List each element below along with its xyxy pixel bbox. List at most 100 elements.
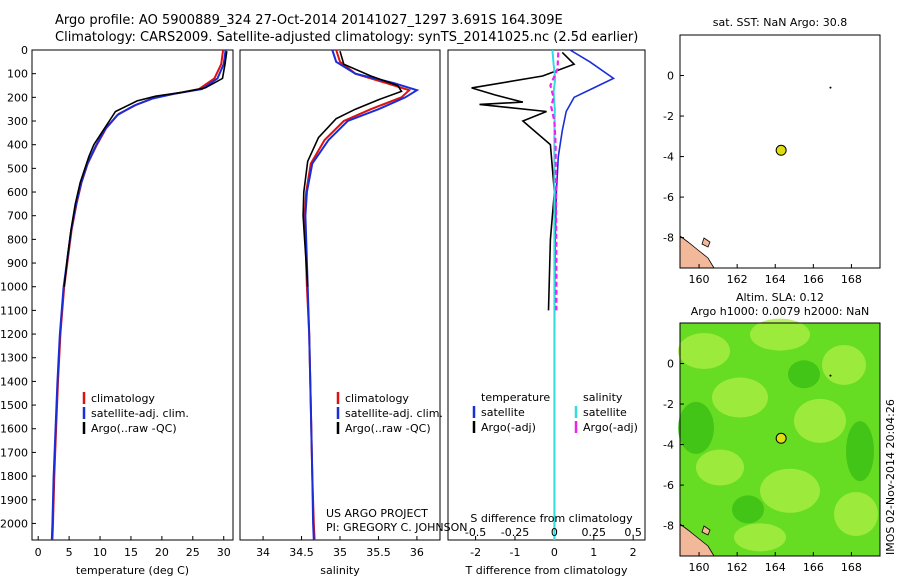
x-tick-label: 20 [155,546,169,559]
sla-high-patch [696,449,744,486]
project-label: US ARGO PROJECT [326,507,428,520]
legend-label: satellite-adj. clim. [345,407,443,420]
series-line [51,49,225,541]
top-x-tick-label: 0.5 [624,526,642,539]
map-y-tick-label: -4 [663,439,674,452]
legend-label: Argo(-adj) [481,421,536,434]
map-x-tick-label: 166 [803,273,824,286]
x-tick-label: 36 [410,546,424,559]
map-x-tick-label: 164 [765,273,786,286]
pi-stamp: IMOS 02-Nov-2014 20:04:26 [884,399,897,555]
x-tick-label: -2 [470,546,481,559]
x-tick-label: 1 [590,546,597,559]
sla-low-patch [732,495,764,524]
sla-high-patch [734,523,786,552]
x-tick-label: 34 [256,546,270,559]
x-axis-label: T difference from climatology [465,564,628,577]
x-tick-label: -1 [509,546,520,559]
x-axis-label: temperature (deg C) [76,564,189,577]
x-tick-label: 30 [217,546,231,559]
y-tick-label: 300 [7,115,28,128]
top-x-tick-label: 0 [551,526,558,539]
legend-label: Argo(-adj) [583,421,638,434]
x-tick-label: 0 [551,546,558,559]
island [701,525,711,536]
legend-title: temperature [481,391,550,404]
x-tick-label: 10 [93,546,107,559]
legend-label: Argo(..raw -QC) [345,422,431,435]
map-y-tick-label: 0 [667,358,674,371]
x-tick-label: 5 [66,546,73,559]
argo-position-marker [775,432,787,444]
series-line [549,52,560,311]
island [701,237,711,248]
legend-label: satellite [481,406,525,419]
sla-high-patch [678,332,730,369]
x-tick-label: 34.5 [289,546,314,559]
header-line-2: Climatology: CARS2009. Satellite-adjuste… [55,30,639,45]
map-y-tick-label: -2 [663,398,674,411]
map-x-tick-label: 168 [841,561,862,574]
legend-label: Argo(..raw -QC) [91,422,177,435]
sla-high-patch [834,492,878,537]
map-x-tick-label: 162 [727,561,748,574]
y-tick-label: 1000 [0,281,28,294]
map-x-tick-label: 168 [841,273,862,286]
map-frame [679,34,881,269]
y-tick-label: 200 [7,91,28,104]
y-tick-label: 1100 [0,304,28,317]
panel-frame [447,49,646,541]
legend-label: satellite-adj. clim. [91,407,189,420]
header-line-1: Argo profile: AO 5900889_324 27-Oct-2014… [55,13,563,28]
sla-low-patch [678,401,714,454]
map-x-tick-label: 162 [727,273,748,286]
series-line [551,49,557,540]
sla-map-title: Altim. SLA: 0.12 [736,291,824,304]
y-tick-label: 700 [7,210,28,223]
series-line [553,49,616,540]
top-x-tick-label: -0.25 [501,526,529,539]
sla-low-patch [788,360,820,389]
series-line [471,51,576,311]
series-line [63,51,228,287]
legend-label: satellite [583,406,627,419]
map-y-tick-label: -6 [663,479,674,492]
map-x-tick-label: 166 [803,561,824,574]
map-y-tick-label: -6 [663,191,674,204]
y-tick-label: 1600 [0,423,28,436]
x-tick-label: 15 [124,546,138,559]
sla-high-patch [760,468,820,513]
y-tick-label: 0 [21,44,28,57]
sst-map-title: sat. SST: NaN Argo: 30.8 [713,16,847,29]
y-tick-label: 100 [7,68,28,81]
y-tick-label: 1300 [0,352,28,365]
island-dot [829,86,832,89]
y-tick-label: 1900 [0,494,28,507]
y-tick-label: 600 [7,186,28,199]
argo-position-marker [775,144,787,156]
y-tick-label: 1200 [0,328,28,341]
x-tick-label: 35 [333,546,347,559]
top-x-axis-label: S difference from climatology [470,512,633,525]
series-line [50,49,227,541]
x-tick-label: 25 [186,546,200,559]
map-x-tick-label: 160 [689,561,710,574]
pi-label: PI: GREGORY C. JOHNSON [326,521,467,534]
island-dot [829,374,832,377]
series-line [304,49,420,541]
sla-high-patch [750,318,810,351]
sla-high-patch [794,398,846,443]
map-x-tick-label: 164 [765,561,786,574]
map-y-tick-label: -4 [663,151,674,164]
y-tick-label: 1500 [0,399,28,412]
map-y-tick-label: -8 [663,520,674,533]
y-tick-label: 1800 [0,470,28,483]
map-y-tick-label: -2 [663,110,674,123]
y-tick-label: 900 [7,257,28,270]
series-line [302,50,403,287]
x-tick-label: 2 [630,546,637,559]
x-tick-label: 35.5 [366,546,391,559]
map-y-tick-label: 0 [667,70,674,83]
map-y-tick-label: -8 [663,232,674,245]
